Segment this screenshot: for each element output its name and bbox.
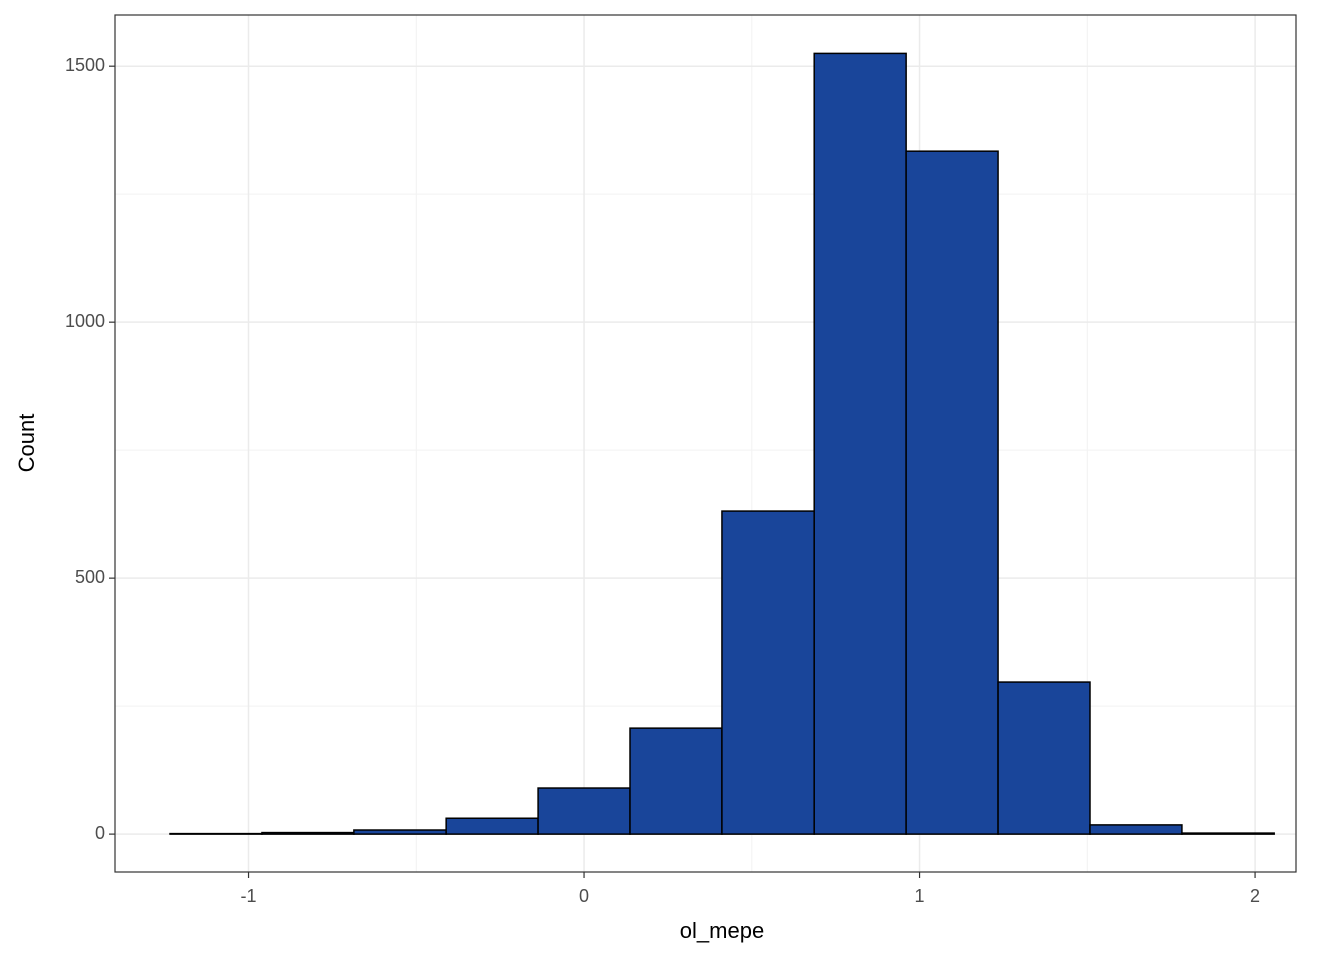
x-tick-label: 1 bbox=[915, 886, 925, 906]
y-tick-label: 1000 bbox=[65, 311, 105, 331]
x-tick-label: 2 bbox=[1250, 886, 1260, 906]
x-tick-label: -1 bbox=[241, 886, 257, 906]
histogram-bar bbox=[997, 681, 1091, 835]
histogram-bar bbox=[629, 727, 723, 835]
y-tick-label: 500 bbox=[75, 567, 105, 587]
histogram-bar bbox=[1181, 832, 1275, 835]
histogram-bar bbox=[169, 832, 263, 835]
histogram-bar bbox=[1089, 824, 1183, 835]
histogram-bar bbox=[445, 817, 539, 835]
histogram-bar bbox=[261, 831, 355, 835]
y-tick-label: 0 bbox=[95, 823, 105, 843]
histogram-bar bbox=[537, 787, 631, 835]
x-axis-title: ol_mepe bbox=[680, 918, 764, 943]
y-axis-title: Count bbox=[14, 414, 39, 473]
panel-border bbox=[114, 14, 1297, 873]
histogram-bar bbox=[721, 510, 815, 835]
x-tick-label: 0 bbox=[579, 886, 589, 906]
histogram-bar bbox=[905, 150, 999, 835]
y-tick-label: 1500 bbox=[65, 55, 105, 75]
histogram-bar bbox=[353, 829, 447, 835]
histogram-bar bbox=[813, 52, 907, 835]
